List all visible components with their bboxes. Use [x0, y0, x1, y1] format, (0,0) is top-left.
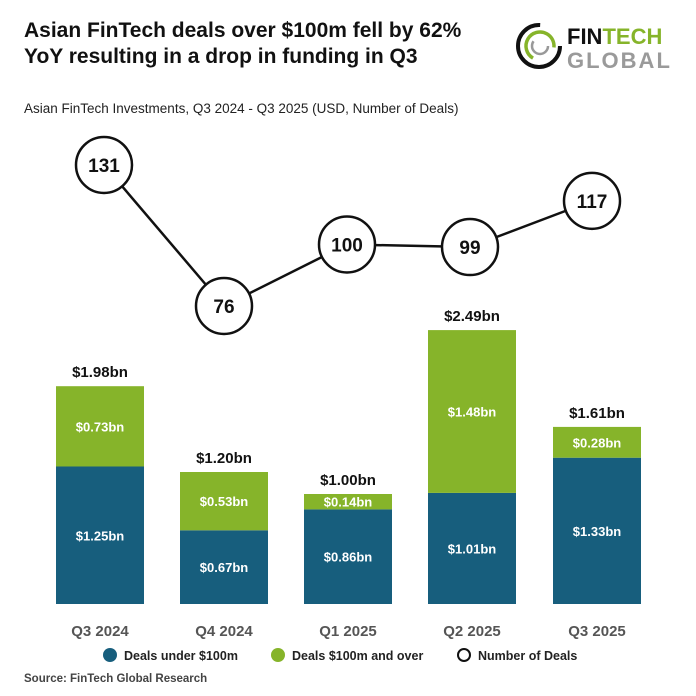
- x-tick-label: Q3 2024: [71, 623, 129, 640]
- x-tick-label: Q2 2025: [443, 623, 501, 640]
- deals-label: 117: [577, 192, 608, 213]
- x-tick-label: Q4 2024: [195, 623, 253, 640]
- data-label-under: $0.67bn: [200, 560, 248, 575]
- legend-swatch-under: [103, 648, 117, 662]
- x-tick-label: Q1 2025: [319, 623, 377, 640]
- svg-text:GLOBAL: GLOBAL: [567, 48, 672, 72]
- total-label: $1.00bn: [320, 472, 376, 489]
- bar-under-100m: [180, 530, 268, 604]
- total-label: $1.20bn: [196, 450, 252, 467]
- deals-marker: [440, 217, 500, 277]
- deals-marker: [74, 135, 134, 195]
- data-label-over: $0.73bn: [76, 419, 124, 434]
- bar-100m-and-over: [553, 426, 641, 458]
- bar-100m-and-over: [428, 330, 516, 493]
- bar-100m-and-over: [56, 386, 144, 467]
- x-tick-label: Q3 2025: [568, 623, 626, 640]
- data-label-over: $0.28bn: [573, 435, 621, 450]
- page-title: Asian FinTech deals over $100m fell by 6…: [24, 19, 462, 68]
- bar-100m-and-over: [304, 494, 392, 510]
- deals-label: 100: [331, 235, 363, 256]
- legend-label: Deals under $100m: [124, 649, 238, 663]
- legend-swatch-deals: [457, 648, 471, 662]
- bar-under-100m: [304, 509, 392, 604]
- legend-label: Deals $100m and over: [292, 649, 423, 663]
- bar-under-100m: [56, 466, 144, 604]
- total-label: $2.49bn: [444, 308, 500, 325]
- svg-text:FINTECH: FINTECH: [567, 24, 662, 49]
- fintech-global-logo: FINTECH GLOBAL: [516, 23, 672, 72]
- data-label-under: $1.25bn: [76, 528, 124, 543]
- deals-marker: [194, 276, 254, 336]
- deals-label: 76: [213, 297, 234, 318]
- total-label: $1.98bn: [72, 364, 128, 381]
- data-label-over: $0.53bn: [200, 494, 248, 509]
- bar-under-100m: [428, 492, 516, 604]
- deals-marker: [562, 171, 622, 231]
- source-note: Source: FinTech Global Research: [24, 673, 208, 685]
- deals-label: 99: [459, 238, 480, 259]
- data-label-over: $0.14bn: [324, 495, 372, 510]
- data-label-over: $1.48bn: [448, 405, 496, 420]
- deals-label: 131: [88, 156, 120, 177]
- legend-swatch-over: [271, 648, 285, 662]
- chart-subtitle: Asian FinTech Investments, Q3 2024 - Q3 …: [24, 101, 459, 116]
- data-label-under: $0.86bn: [324, 550, 372, 565]
- bar-under-100m: [553, 457, 641, 604]
- legend-label: Number of Deals: [478, 649, 577, 663]
- deals-marker: [317, 215, 377, 274]
- bar-100m-and-over: [180, 472, 268, 531]
- total-label: $1.61bn: [569, 405, 625, 422]
- data-label-under: $1.33bn: [573, 524, 621, 539]
- data-label-under: $1.01bn: [448, 541, 496, 556]
